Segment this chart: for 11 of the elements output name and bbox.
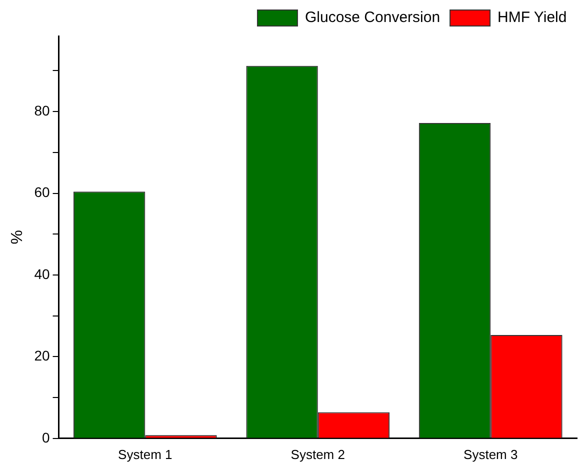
legend-label: HMF Yield bbox=[498, 9, 567, 26]
legend-label: Glucose Conversion bbox=[304, 9, 440, 26]
y-tick-label: 0 bbox=[42, 429, 50, 446]
x-tick-label: System 1 bbox=[118, 446, 172, 462]
y-tick-label: 20 bbox=[34, 348, 50, 364]
y-tick-label: 60 bbox=[34, 184, 50, 200]
x-tick-label: System 3 bbox=[464, 446, 518, 462]
y-tick-label: 40 bbox=[34, 266, 50, 282]
y-tick-label: 80 bbox=[34, 102, 50, 118]
y-axis-title: % bbox=[9, 230, 26, 244]
x-tick-label: System 2 bbox=[290, 446, 345, 462]
